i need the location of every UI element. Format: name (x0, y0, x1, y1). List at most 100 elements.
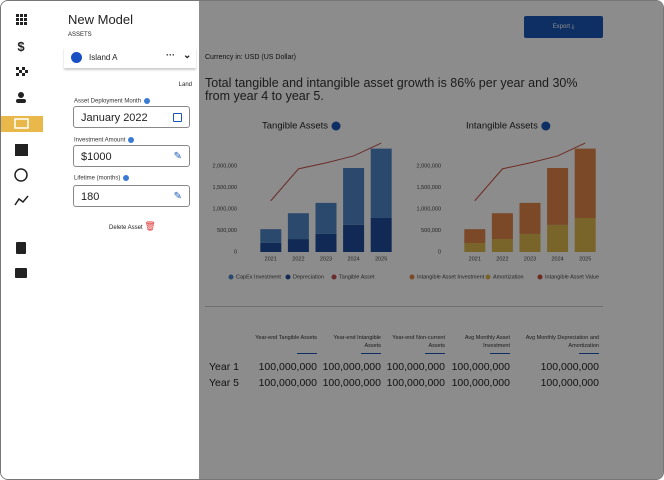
line (474, 142, 586, 202)
edit-icon[interactable]: ✎ (173, 151, 182, 162)
y-tick-label: 1,500,000 (213, 185, 237, 191)
asset-selector[interactable]: Island A ··· ⌄ (64, 47, 196, 68)
bar-segment (287, 213, 309, 240)
chart-title: Intangible Assets (466, 121, 538, 132)
asset-icon[interactable] (14, 118, 29, 129)
delete-label: Delete Asset (109, 225, 143, 231)
lifetime-input[interactable]: 180 ✎ (73, 185, 190, 207)
grid-icon[interactable] (16, 67, 28, 76)
cell: 100,000,000 (386, 361, 445, 373)
bar-segment (491, 213, 513, 240)
bar-segment (287, 239, 309, 252)
header-underline (361, 353, 381, 354)
field-label-text: Lifetime (months) (74, 175, 121, 182)
cell: 100,000,000 (451, 377, 510, 389)
legend-label: CapEx Investment (236, 274, 281, 280)
y-tick-label: 0 (438, 249, 441, 255)
field-label: Asset Deployment Month (74, 98, 151, 105)
y-tick-label: 1,000,000 (417, 206, 441, 212)
y-tick-label: 2,000,000 (213, 163, 237, 169)
y-tick-label: 1,500,000 (417, 185, 441, 191)
bar-segment (315, 202, 337, 234)
edit-icon[interactable]: ✎ (173, 191, 182, 202)
calendar-icon[interactable] (173, 113, 182, 122)
book-icon[interactable] (16, 242, 26, 254)
x-tick-label: 2024 (347, 256, 359, 262)
dollar-icon[interactable]: $ (17, 39, 25, 54)
cell: 100,000,000 (322, 377, 381, 389)
active-highlight (1, 116, 43, 132)
column-header: Avg Monthly Asset Investment (464, 335, 510, 349)
bar-segment (343, 168, 365, 225)
more-icon[interactable]: ··· (166, 50, 175, 60)
chevron-icon[interactable]: ⌄ (183, 50, 192, 61)
export-button[interactable]: Export ⤓ (524, 16, 603, 38)
x-tick-label: 2023 (320, 256, 332, 262)
bolt-icon[interactable] (14, 168, 28, 182)
cell: 100,000,000 (540, 361, 599, 373)
cell: 100,000,000 (540, 377, 599, 389)
y-tick-label: 2,000,000 (417, 163, 441, 169)
field-value: 180 (81, 191, 100, 203)
info-icon[interactable] (144, 98, 151, 104)
chat-icon[interactable] (15, 268, 27, 278)
y-tick-label: 500,000 (217, 228, 237, 234)
column-header: Avg Monthly Depreciation and Amortizatio… (525, 335, 599, 349)
header-underline (579, 353, 599, 354)
x-tick-label: 2024 (551, 256, 563, 262)
bar-segment (547, 224, 569, 252)
field-label: Lifetime (months) (74, 175, 130, 182)
bar-segment (519, 202, 541, 234)
column-header: Year-end Intangible Assets (333, 335, 381, 349)
x-tick-label: 2022 (292, 256, 304, 262)
header-underline (425, 353, 445, 354)
asset-dot (71, 52, 82, 63)
legend-swatch (409, 274, 415, 280)
bar-segment (260, 229, 282, 243)
asset-name: Island A (89, 53, 118, 62)
chart-title: Tangible Assets (262, 121, 328, 132)
bar-segment (491, 239, 513, 252)
delete-button[interactable]: Delete Asset 🗑 (109, 221, 156, 232)
legend-swatch (285, 274, 291, 280)
trash-icon: 🗑 (144, 221, 156, 231)
column-header: Year-end Tangible Assets (255, 335, 317, 341)
bar-segment (370, 217, 392, 252)
cell: 100,000,000 (322, 361, 381, 373)
cell: 100,000,000 (451, 361, 510, 373)
trend-icon[interactable] (14, 195, 29, 206)
column-header: Year-end Non-current Assets (392, 335, 445, 349)
info-icon (541, 121, 551, 131)
info-icon[interactable] (123, 175, 130, 181)
row-label: Year 1 (209, 361, 239, 373)
x-tick-label: 2021 (469, 256, 481, 262)
legend-swatch (537, 274, 543, 280)
panel-title: New Model (68, 12, 134, 27)
legend-label: Intangible Asset Value (545, 274, 599, 280)
legend-swatch (228, 274, 234, 280)
cell: 100,000,000 (386, 377, 445, 389)
field-label: Investment Amount (74, 137, 135, 144)
field-label-text: Investment Amount (74, 137, 126, 144)
info-icon[interactable] (128, 137, 135, 143)
date-input[interactable]: January 2022 (73, 106, 190, 128)
bar-segment (547, 168, 569, 225)
x-tick-label: 2021 (265, 256, 277, 262)
bar-segment (574, 217, 596, 252)
divider (205, 306, 603, 307)
x-tick-label: 2025 (579, 256, 591, 262)
bar-segment (464, 229, 486, 243)
modal-overlay[interactable] (199, 1, 663, 479)
side-panel (43, 1, 199, 479)
apps-icon[interactable] (16, 14, 27, 25)
icon-rail: $ (1, 1, 43, 479)
person-icon[interactable] (16, 92, 26, 103)
y-tick-label: 500,000 (421, 228, 441, 234)
table-icon[interactable] (15, 144, 28, 156)
bar-segment (574, 148, 596, 218)
amount-input[interactable]: $1000 ✎ (73, 145, 190, 167)
legend-swatch (485, 274, 491, 280)
cell: 100,000,000 (258, 361, 317, 373)
export-label: Export (552, 24, 570, 30)
y-tick-label: 0 (234, 249, 237, 255)
